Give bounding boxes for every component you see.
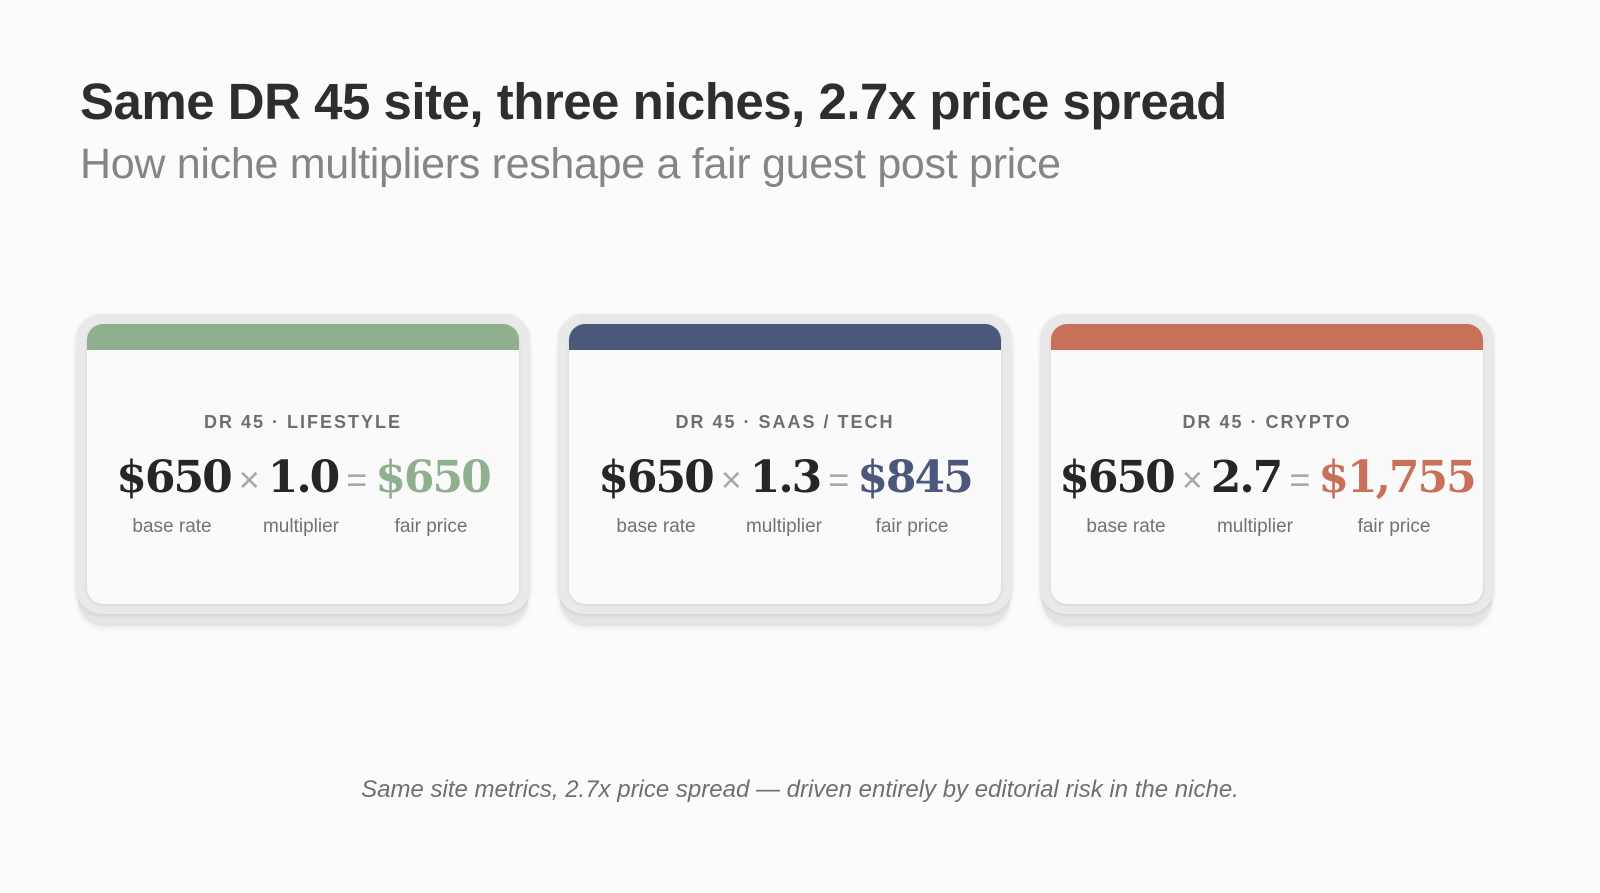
base-rate-caption: base rate: [132, 516, 212, 537]
multiplier-caption: multiplier: [262, 516, 340, 537]
equals-operator: =: [828, 459, 850, 500]
base-rate-value: $650: [1059, 452, 1175, 503]
multiplier-caption: multiplier: [745, 516, 823, 537]
niche-card-crypto: DR 45 · CRYPTO $650 × 2.7 = $1,755 base …: [1040, 314, 1494, 626]
multiplier-value: 1.3: [749, 452, 823, 503]
page-title: Same DR 45 site, three niches, 2.7x pric…: [80, 73, 1227, 130]
price-equation: $650 × 1.0 = $650: [87, 452, 519, 503]
equals-operator: =: [1289, 459, 1311, 500]
niche-label: DR 45 · LIFESTYLE: [203, 412, 403, 432]
price-equation: $650 × 2.7 = $1,755: [1051, 452, 1483, 503]
fair-price-value: $1,755: [1318, 452, 1476, 503]
accent-bar-crypto: [1051, 324, 1483, 350]
card-body: DR 45 · LIFESTYLE $650 × 1.0 = $650 base…: [87, 324, 519, 604]
fair-price-caption: fair price: [394, 516, 468, 537]
multiplier-caption: multiplier: [1216, 516, 1294, 537]
times-operator: ×: [1181, 459, 1203, 500]
base-rate-value: $650: [116, 452, 232, 503]
niche-card-lifestyle: DR 45 · LIFESTYLE $650 × 1.0 = $650 base…: [76, 314, 530, 626]
card-body: DR 45 · CRYPTO $650 × 2.7 = $1,755 base …: [1051, 324, 1483, 604]
card-body: DR 45 · SAAS / TECH $650 × 1.3 = $845 ba…: [569, 324, 1001, 604]
fair-price-value: $650: [375, 452, 491, 503]
base-rate-caption: base rate: [616, 516, 696, 537]
niche-card-saas-tech: DR 45 · SAAS / TECH $650 × 1.3 = $845 ba…: [558, 314, 1012, 626]
multiplier-value: 1.0: [267, 452, 341, 503]
times-operator: ×: [238, 459, 260, 500]
accent-bar-saas-tech: [569, 324, 1001, 350]
equals-operator: =: [346, 459, 368, 500]
page-subtitle: How niche multipliers reshape a fair gue…: [80, 140, 1061, 188]
base-rate-value: $650: [598, 452, 714, 503]
fair-price-caption: fair price: [1357, 516, 1431, 537]
equation-captions: base rate multiplier fair price: [87, 516, 519, 540]
equation-captions: base rate multiplier fair price: [1051, 516, 1483, 540]
price-equation: $650 × 1.3 = $845: [569, 452, 1001, 503]
footnote: Same site metrics, 2.7x price spread — d…: [361, 776, 1239, 803]
fair-price-caption: fair price: [875, 516, 949, 537]
fair-price-value: $845: [857, 452, 973, 503]
accent-bar-lifestyle: [87, 324, 519, 350]
niche-label: DR 45 · CRYPTO: [1182, 412, 1352, 432]
multiplier-value: 2.7: [1210, 452, 1284, 503]
equation-captions: base rate multiplier fair price: [569, 516, 1001, 540]
base-rate-caption: base rate: [1086, 516, 1166, 537]
niche-label: DR 45 · SAAS / TECH: [675, 412, 895, 432]
times-operator: ×: [720, 459, 742, 500]
